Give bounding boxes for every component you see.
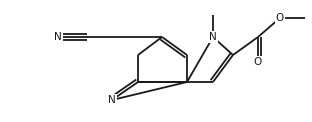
Text: N: N [209,32,217,42]
Text: O: O [254,57,262,67]
Text: O: O [276,13,284,23]
Text: N: N [54,32,62,42]
Text: N: N [108,95,116,105]
